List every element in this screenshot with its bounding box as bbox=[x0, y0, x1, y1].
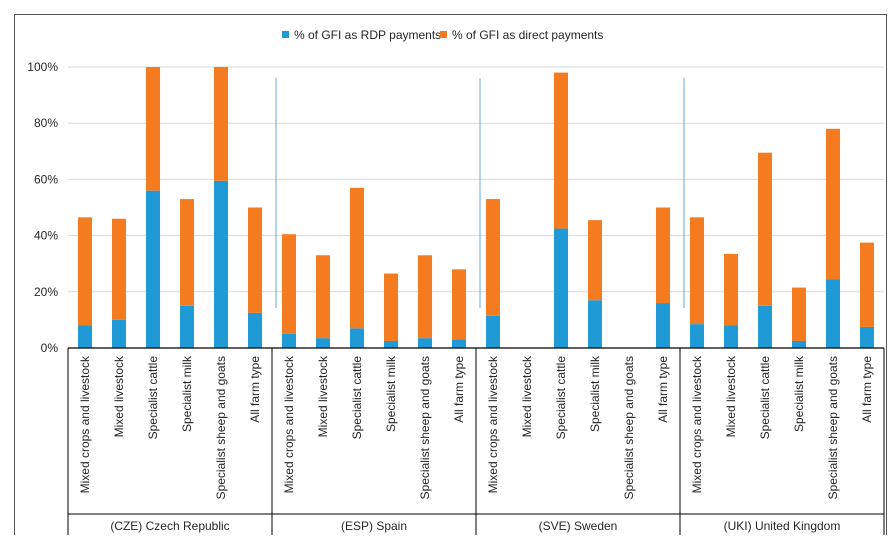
x-axis-table: Mixed crops and livestock Mixed livestock… bbox=[67, 347, 885, 536]
legend-swatch-1 bbox=[282, 31, 289, 38]
bar-rdp-payments bbox=[180, 305, 194, 348]
bar-direct-payments bbox=[860, 242, 874, 327]
x-tick-label: Mixed livestock bbox=[316, 355, 330, 437]
x-tick-label: Mixed livestock bbox=[112, 355, 126, 437]
bar-rdp-payments bbox=[554, 228, 568, 348]
x-tick-label: Mixed crops and livestock bbox=[486, 355, 500, 493]
x-tick-label: Specialist milk bbox=[588, 355, 602, 432]
x-tick-label: All farm type bbox=[656, 356, 670, 423]
bars bbox=[78, 67, 874, 348]
x-tick-label: Specialist sheep and goats bbox=[826, 356, 840, 499]
bar-direct-payments bbox=[214, 67, 228, 181]
group-label: (SVE) Sweden bbox=[539, 519, 618, 533]
x-tick-label: Specialist cattle bbox=[350, 356, 364, 440]
bar-rdp-payments bbox=[758, 305, 772, 348]
bar-direct-payments bbox=[486, 199, 500, 316]
bar-direct-payments bbox=[758, 152, 772, 306]
group-separators bbox=[275, 78, 685, 308]
y-tick-label: 60% bbox=[34, 172, 58, 186]
bar-rdp-payments bbox=[350, 328, 364, 348]
gridlines bbox=[68, 66, 884, 293]
group-label: (UKI) United Kingdom bbox=[724, 519, 841, 533]
x-tick-label: Mixed crops and livestock bbox=[690, 355, 704, 493]
x-tick-label: Specialist milk bbox=[180, 355, 194, 432]
bar-rdp-payments bbox=[316, 338, 330, 348]
bar-direct-payments bbox=[282, 234, 296, 334]
x-tick-label: Mixed crops and livestock bbox=[78, 355, 92, 493]
x-tick-label: Specialist cattle bbox=[146, 356, 160, 440]
x-tick-label: Mixed livestock bbox=[724, 355, 738, 437]
bar-direct-payments bbox=[350, 187, 364, 329]
bar-rdp-payments bbox=[690, 324, 704, 348]
y-tick-label: 20% bbox=[34, 285, 58, 299]
bar-rdp-payments bbox=[486, 315, 500, 348]
bar-rdp-payments bbox=[656, 303, 670, 348]
x-tick-label: All farm type bbox=[860, 356, 874, 423]
bar-rdp-payments bbox=[146, 190, 160, 348]
bar-rdp-payments bbox=[112, 319, 126, 348]
x-tick-label: All farm type bbox=[248, 356, 262, 423]
bar-rdp-payments bbox=[214, 180, 228, 348]
bar-direct-payments bbox=[418, 255, 432, 339]
bar-direct-payments bbox=[78, 217, 92, 326]
bar-rdp-payments bbox=[860, 326, 874, 348]
bar-rdp-payments bbox=[418, 338, 432, 348]
bar-rdp-payments bbox=[384, 340, 398, 348]
x-tick-label: Mixed crops and livestock bbox=[282, 355, 296, 493]
group-label: (CZE) Czech Republic bbox=[110, 519, 229, 533]
bar-direct-payments bbox=[248, 207, 262, 313]
x-tick-label: Specialist sheep and goats bbox=[418, 356, 432, 499]
legend-label-1: % of GFI as RDP payments bbox=[294, 28, 441, 42]
bar-direct-payments bbox=[180, 199, 194, 306]
bar-rdp-payments bbox=[724, 325, 738, 348]
bar-direct-payments bbox=[554, 72, 568, 229]
y-axis: 0% 20% 40% 60% 80% 100% bbox=[27, 60, 58, 355]
bar-rdp-payments bbox=[78, 325, 92, 348]
x-tick-label: Specialist sheep and goats bbox=[622, 356, 636, 499]
bar-direct-payments bbox=[384, 273, 398, 341]
legend-swatch-2 bbox=[440, 31, 447, 38]
bar-rdp-payments bbox=[792, 340, 806, 348]
bar-direct-payments bbox=[146, 67, 160, 191]
x-tick-label: Specialist milk bbox=[792, 355, 806, 432]
bar-rdp-payments bbox=[452, 339, 466, 348]
bar-direct-payments bbox=[112, 218, 126, 320]
bar-rdp-payments bbox=[282, 333, 296, 348]
y-tick-label: 40% bbox=[34, 229, 58, 243]
bar-rdp-payments bbox=[826, 279, 840, 348]
group-label: (ESP) Spain bbox=[341, 519, 407, 533]
legend-label-2: % of GFI as direct payments bbox=[452, 28, 603, 42]
bar-direct-payments bbox=[316, 255, 330, 339]
chart-border bbox=[14, 14, 887, 540]
y-tick-label: 80% bbox=[34, 116, 58, 130]
x-tick-label: All farm type bbox=[452, 356, 466, 423]
bar-rdp-payments bbox=[248, 312, 262, 348]
bar-rdp-payments bbox=[588, 300, 602, 348]
bar-direct-payments bbox=[588, 220, 602, 301]
bar-direct-payments bbox=[452, 269, 466, 340]
bar-direct-payments bbox=[724, 253, 738, 326]
bar-direct-payments bbox=[792, 287, 806, 341]
y-tick-label: 100% bbox=[27, 60, 58, 74]
x-tick-label: Specialist cattle bbox=[554, 356, 568, 440]
y-tick-label: 0% bbox=[41, 341, 59, 355]
bar-direct-payments bbox=[826, 128, 840, 280]
x-tick-label: Mixed livestock bbox=[520, 355, 534, 437]
bar-direct-payments bbox=[690, 217, 704, 325]
bar-direct-payments bbox=[656, 207, 670, 304]
x-tick-label: Specialist milk bbox=[384, 355, 398, 432]
x-tick-label: Specialist sheep and goats bbox=[214, 356, 228, 499]
legend: % of GFI as RDP payments % of GFI as dire… bbox=[282, 28, 603, 42]
x-tick-label: Specialist cattle bbox=[758, 356, 772, 440]
